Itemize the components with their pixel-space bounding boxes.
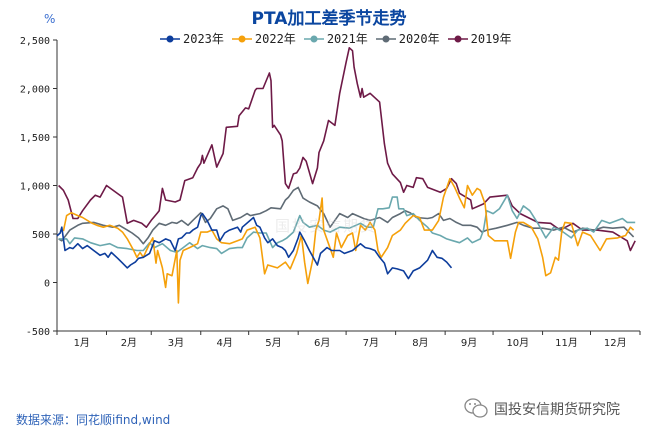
legend-marker-icon xyxy=(447,35,468,42)
brand-name: 国投安信期货研究院 xyxy=(494,402,620,418)
wechat-icon xyxy=(463,396,489,424)
y-tick-label: 2,000 xyxy=(20,85,50,96)
legend-item-2019: 2019年 xyxy=(447,30,512,47)
legend-label: 2022年 xyxy=(254,32,296,46)
watermark: 国投安信期货 xyxy=(275,217,378,235)
series-line-2022 xyxy=(62,177,635,304)
x-tick-label: 1月 xyxy=(74,337,90,349)
legend-label: 2020年 xyxy=(398,32,440,46)
legend-marker-icon xyxy=(375,35,396,42)
x-tick-label: 2月 xyxy=(121,337,137,349)
y-axis-unit: % xyxy=(44,12,56,26)
x-tick-label: 5月 xyxy=(265,337,281,349)
x-tick-label: 10月 xyxy=(506,337,529,349)
legend-label: 2023年 xyxy=(183,32,224,46)
legend-marker-icon xyxy=(303,35,324,42)
y-tick-label: 2,500 xyxy=(20,36,50,47)
data-source: 数据来源：同花顺ifind,wind xyxy=(16,413,171,427)
series-line-2020 xyxy=(58,186,635,245)
x-tick-label: 3月 xyxy=(168,337,184,349)
legend: 2023年 2022年 2021年 2020年 2019年 xyxy=(160,30,512,47)
x-tick-label: 6月 xyxy=(314,337,330,349)
legend-item-2021: 2021年 xyxy=(303,30,368,47)
legend-marker-icon xyxy=(160,35,180,42)
series-line-2019 xyxy=(58,47,636,252)
legend-label: 2019年 xyxy=(470,32,512,46)
x-tick-label: 12月 xyxy=(604,337,627,349)
x-tick-label: 7月 xyxy=(363,337,379,349)
chart-title: PTA加工差季节走势 xyxy=(251,9,407,29)
x-tick-label: 4月 xyxy=(217,337,233,349)
series-line-2023 xyxy=(56,212,453,280)
y-tick-label: 1,000 xyxy=(20,182,50,193)
y-tick-label: 1,500 xyxy=(20,133,50,144)
legend-item-2020: 2020年 xyxy=(375,30,440,47)
x-tick-label: 8月 xyxy=(412,337,428,349)
y-tick-label: 0 xyxy=(44,279,50,290)
x-tick-label: 9月 xyxy=(461,337,477,349)
legend-item-2022: 2022年 xyxy=(231,30,296,47)
y-tick-label: 500 xyxy=(32,230,50,241)
legend-marker-icon xyxy=(231,35,252,42)
legend-item-2023: 2023年 xyxy=(160,30,224,47)
legend-label: 2021年 xyxy=(326,32,368,46)
x-tick-label: 11月 xyxy=(555,337,578,349)
y-tick-label: -500 xyxy=(26,327,50,338)
series-line-2021 xyxy=(58,194,636,255)
